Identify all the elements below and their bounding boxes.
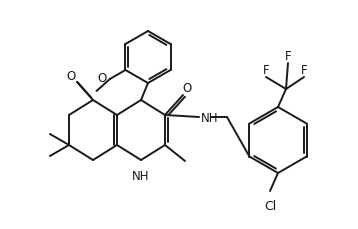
Text: O: O <box>182 82 192 95</box>
Text: NH: NH <box>201 112 218 125</box>
Text: F: F <box>285 49 291 63</box>
Text: Cl: Cl <box>264 200 276 213</box>
Text: F: F <box>301 63 307 76</box>
Text: NH: NH <box>132 170 150 183</box>
Text: O: O <box>98 71 107 85</box>
Text: O: O <box>66 69 76 82</box>
Text: F: F <box>263 63 269 76</box>
